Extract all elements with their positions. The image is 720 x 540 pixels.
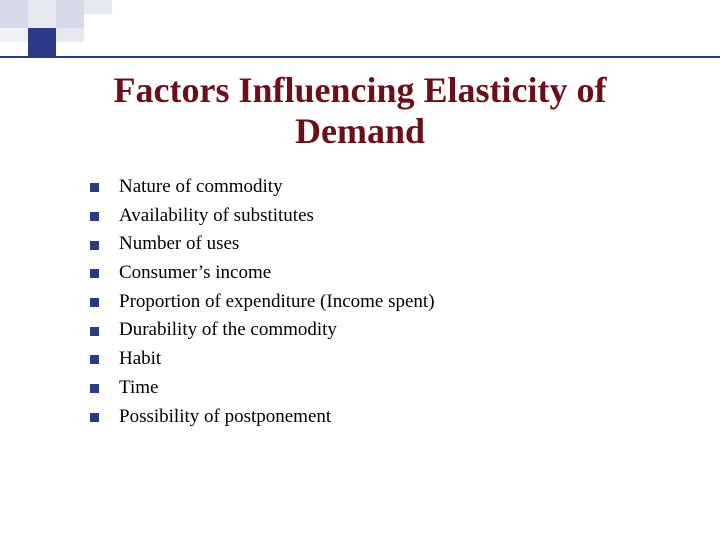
list-item-text: Number of uses xyxy=(119,232,239,257)
corner-square xyxy=(56,28,84,42)
list-item: Possibility of postponement xyxy=(90,405,660,430)
corner-square xyxy=(56,0,84,28)
bullet-icon xyxy=(90,327,99,336)
bullet-icon xyxy=(90,355,99,364)
bullet-icon xyxy=(90,212,99,221)
slide-body: Nature of commodity Availability of subs… xyxy=(90,175,660,433)
corner-square xyxy=(0,28,28,42)
corner-square xyxy=(28,0,56,28)
list-item: Consumer’s income xyxy=(90,261,660,286)
bullet-icon xyxy=(90,241,99,250)
list-item-text: Time xyxy=(119,376,158,401)
list-item: Durability of the commodity xyxy=(90,318,660,343)
list-item: Time xyxy=(90,376,660,401)
header-rule xyxy=(0,56,720,58)
slide: Factors Influencing Elasticity of Demand… xyxy=(0,0,720,540)
list-item-text: Possibility of postponement xyxy=(119,405,331,430)
corner-decoration xyxy=(0,0,120,52)
list-item: Nature of commodity xyxy=(90,175,660,200)
list-item-text: Habit xyxy=(119,347,161,372)
bullet-icon xyxy=(90,269,99,278)
list-item-text: Nature of commodity xyxy=(119,175,283,200)
corner-square xyxy=(84,0,112,14)
list-item-text: Availability of substitutes xyxy=(119,204,314,229)
list-item: Number of uses xyxy=(90,232,660,257)
list-item-text: Proportion of expenditure (Income spent) xyxy=(119,290,435,315)
bullet-icon xyxy=(90,298,99,307)
slide-title: Factors Influencing Elasticity of Demand xyxy=(60,70,660,153)
list-item-text: Consumer’s income xyxy=(119,261,271,286)
list-item-text: Durability of the commodity xyxy=(119,318,337,343)
bullet-icon xyxy=(90,183,99,192)
bullet-icon xyxy=(90,413,99,422)
bullet-icon xyxy=(90,384,99,393)
corner-square xyxy=(28,28,56,56)
list-item: Habit xyxy=(90,347,660,372)
list-item: Proportion of expenditure (Income spent) xyxy=(90,290,660,315)
list-item: Availability of substitutes xyxy=(90,204,660,229)
corner-square xyxy=(0,0,28,28)
